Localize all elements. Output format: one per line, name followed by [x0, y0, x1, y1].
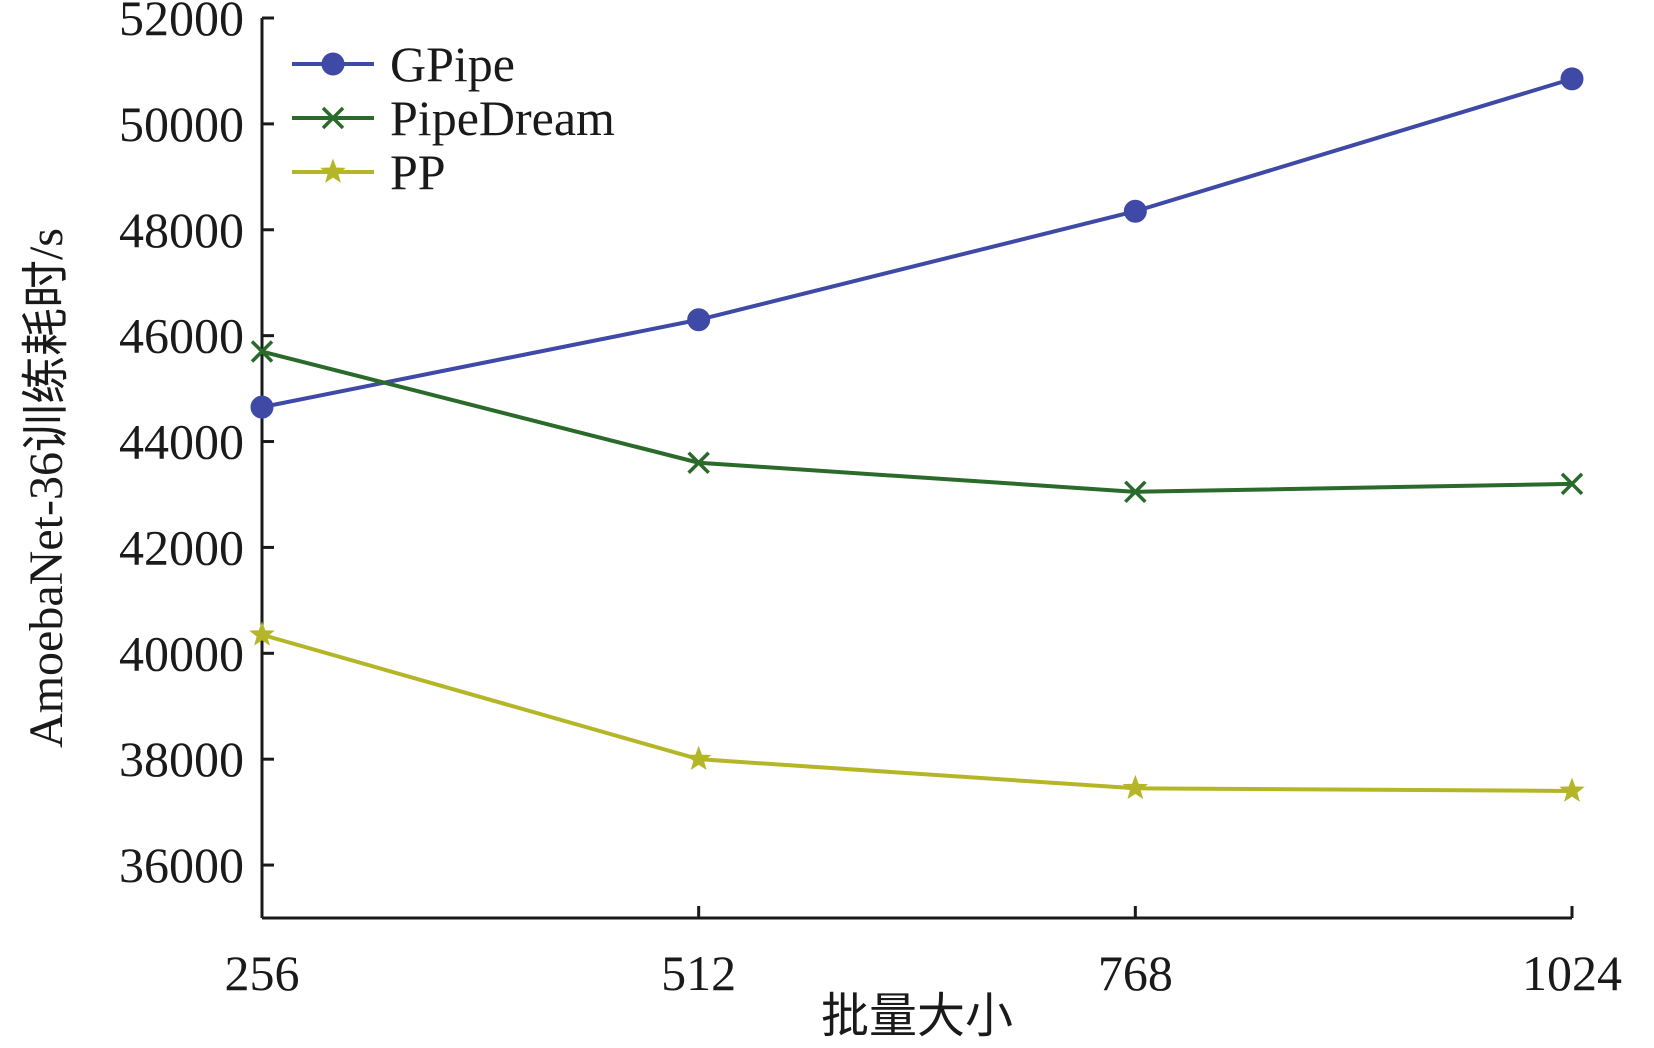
x-tick-label: 256: [225, 945, 300, 1001]
pipedream-point: [1560, 472, 1584, 496]
y-tick-label: 40000: [119, 625, 244, 681]
y-tick-label: 52000: [119, 0, 244, 46]
pp-line: [261, 632, 1573, 793]
y-tick-label: 36000: [119, 837, 244, 893]
gpipe-point: [687, 308, 711, 332]
gpipe-line: [261, 76, 1573, 410]
series-pp: [249, 621, 1585, 802]
legend-item-pp: PP: [292, 144, 446, 200]
x-tick-label: 512: [661, 945, 736, 1001]
series-layer: [249, 67, 1585, 802]
x-ticks: 256 512 768 1024: [225, 906, 1622, 1001]
legend-marker-pipedream: [321, 106, 345, 130]
legend-item-pipedream: PipeDream: [292, 90, 615, 146]
gpipe-point: [1560, 67, 1584, 91]
y-tick-label: 50000: [119, 96, 244, 152]
pipedream-line: [261, 349, 1573, 494]
gpipe-point: [1123, 199, 1147, 223]
legend-marker-gpipe: [321, 52, 345, 76]
y-axis-title: AmoebaNet-36训练耗时/s: [20, 228, 73, 748]
x-tick-label: 1024: [1522, 945, 1622, 1001]
y-tick-label: 44000: [119, 414, 244, 470]
legend-label-gpipe: GPipe: [390, 36, 515, 92]
pipedream-point: [250, 340, 274, 363]
axes: [260, 18, 1572, 920]
y-tick-label: 46000: [119, 308, 244, 364]
legend-label-pipedream: PipeDream: [390, 90, 615, 146]
legend-marker-pp: [320, 158, 346, 183]
pp-point: [1559, 777, 1585, 802]
y-tick-label: 38000: [119, 731, 244, 787]
pp-point: [685, 745, 712, 771]
series-gpipe: [250, 67, 1584, 419]
x-tick-label: 768: [1098, 945, 1173, 1001]
y-ticks: 36000 38000 40000 42000 44000 46000 48000 50000…: [119, 0, 274, 893]
pp-point: [249, 621, 275, 646]
series-pipedream: [250, 340, 1584, 504]
pipedream-point: [1124, 480, 1147, 504]
y-tick-label: 42000: [119, 519, 244, 575]
pp-point: [1122, 774, 1149, 800]
legend-label-pp: PP: [390, 144, 446, 200]
pipedream-point: [687, 451, 710, 474]
gpipe-point: [250, 395, 274, 419]
legend-item-gpipe: GPipe: [292, 36, 515, 92]
x-axis-title: 批量大小: [821, 990, 1013, 1043]
y-tick-label: 48000: [119, 202, 244, 258]
